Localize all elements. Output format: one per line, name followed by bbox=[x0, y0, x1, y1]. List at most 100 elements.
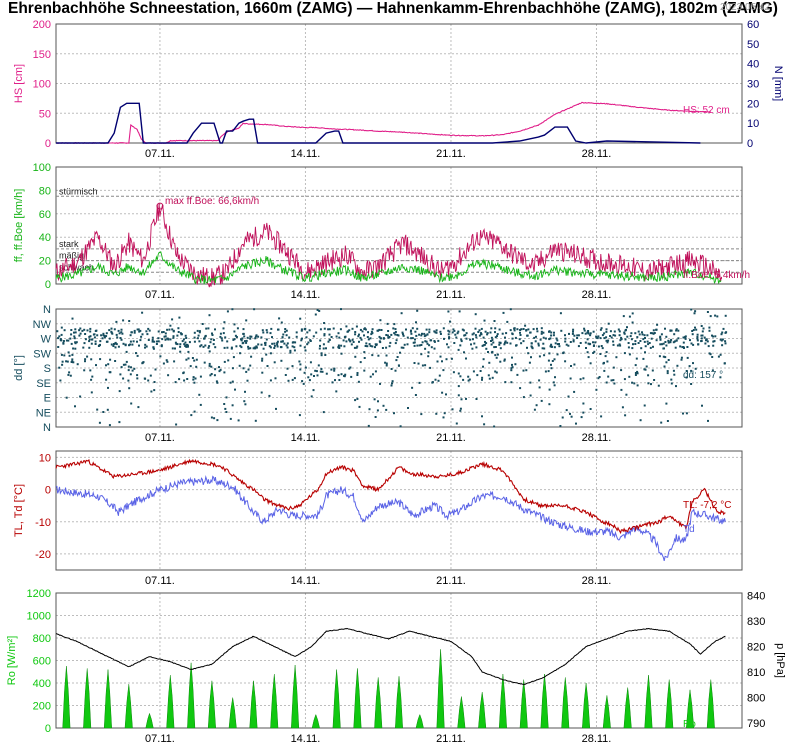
dd-point bbox=[284, 328, 287, 330]
dd-point bbox=[515, 344, 517, 347]
dd-point bbox=[209, 374, 212, 377]
dd-point bbox=[580, 416, 583, 419]
dd-point bbox=[208, 314, 211, 317]
dd-point bbox=[273, 361, 276, 364]
dd-point bbox=[319, 339, 322, 342]
dd-point bbox=[65, 360, 68, 363]
dd-point bbox=[193, 410, 196, 413]
dd-point bbox=[130, 366, 132, 369]
dd-point bbox=[273, 344, 276, 347]
dd-point bbox=[592, 341, 594, 344]
dd-point bbox=[132, 340, 135, 343]
dd-point bbox=[236, 327, 239, 330]
dd-point bbox=[322, 411, 325, 414]
dd-point bbox=[325, 372, 328, 375]
dd-point bbox=[424, 340, 427, 343]
dd-point bbox=[640, 347, 643, 350]
dd-point bbox=[120, 331, 123, 334]
dd-point bbox=[271, 336, 273, 339]
ro-day-peak bbox=[187, 662, 196, 729]
dd-point bbox=[567, 395, 570, 398]
dd-point bbox=[345, 325, 348, 328]
dd-point bbox=[624, 414, 627, 417]
dd-point bbox=[690, 369, 693, 372]
ro-day-peak bbox=[291, 664, 300, 729]
dd-point bbox=[269, 352, 272, 355]
dd-point bbox=[657, 384, 660, 387]
dd-point bbox=[102, 334, 105, 337]
dd-point bbox=[570, 415, 573, 418]
dd-point bbox=[127, 369, 130, 372]
dd-point bbox=[264, 342, 266, 345]
dd-point bbox=[261, 371, 264, 374]
dd-point bbox=[225, 411, 228, 413]
dd-point bbox=[558, 345, 561, 348]
dd-point bbox=[703, 336, 706, 339]
dd-point bbox=[188, 341, 191, 344]
dd-point bbox=[257, 343, 260, 346]
dd-point bbox=[485, 342, 488, 345]
dd-point bbox=[367, 331, 369, 334]
dd-point bbox=[233, 323, 236, 326]
dd-point bbox=[212, 339, 215, 341]
dd-point bbox=[494, 331, 496, 334]
dd-point bbox=[534, 340, 537, 343]
dd-point bbox=[145, 330, 148, 333]
dd-point bbox=[601, 347, 604, 350]
dd-point bbox=[550, 331, 553, 334]
dd-point bbox=[636, 384, 639, 387]
dd-point bbox=[537, 342, 540, 345]
dd-point bbox=[145, 345, 148, 348]
dd-point bbox=[186, 343, 189, 346]
dd-point bbox=[387, 336, 390, 339]
reference-line-label: schwach bbox=[59, 262, 94, 272]
dd-point bbox=[165, 359, 168, 362]
dd-point bbox=[83, 369, 86, 372]
dd-point bbox=[481, 376, 484, 379]
y2-tick-label: 810 bbox=[747, 667, 765, 679]
dd-point bbox=[684, 337, 687, 340]
dd-point bbox=[310, 395, 313, 398]
dd-point bbox=[108, 329, 111, 332]
dd-point bbox=[60, 353, 63, 356]
dd-point bbox=[491, 376, 494, 379]
plot-frame bbox=[55, 308, 743, 428]
dd-point bbox=[572, 330, 574, 333]
dd-point bbox=[652, 332, 655, 335]
dd-point bbox=[393, 332, 396, 335]
dd-point bbox=[583, 327, 586, 330]
ro-day-peak bbox=[374, 677, 383, 729]
dd-point bbox=[249, 347, 252, 350]
dd-point bbox=[204, 335, 207, 338]
dd-point bbox=[504, 336, 506, 339]
dd-point bbox=[388, 345, 391, 348]
y-tick-label: 600 bbox=[33, 656, 51, 668]
dd-point bbox=[121, 332, 124, 335]
y-tick-label: SW bbox=[33, 348, 51, 360]
dd-point bbox=[63, 329, 66, 332]
dd-point bbox=[138, 344, 140, 347]
dd-point bbox=[586, 338, 589, 341]
dd-point bbox=[658, 355, 661, 358]
dd-point bbox=[284, 374, 287, 376]
dd-point bbox=[103, 336, 106, 339]
dd-point bbox=[234, 334, 237, 337]
dd-point bbox=[162, 362, 165, 365]
ro-day-peak bbox=[415, 713, 424, 729]
dd-point bbox=[626, 335, 629, 338]
dd-point bbox=[380, 329, 383, 331]
dd-point bbox=[350, 375, 353, 378]
ro-day-peak bbox=[353, 668, 362, 729]
dd-point bbox=[418, 344, 421, 347]
dd-point bbox=[423, 335, 426, 338]
x-tick-label: 07.11. bbox=[145, 575, 175, 587]
dd-point bbox=[430, 346, 433, 349]
dd-point bbox=[565, 409, 568, 412]
dd-point bbox=[457, 372, 460, 375]
dd-point bbox=[653, 332, 656, 334]
dd-point bbox=[210, 365, 213, 368]
dd-point bbox=[576, 334, 579, 337]
dd-point bbox=[628, 353, 631, 356]
x-tick-label: 07.11. bbox=[145, 432, 175, 444]
dd-point bbox=[100, 334, 103, 337]
